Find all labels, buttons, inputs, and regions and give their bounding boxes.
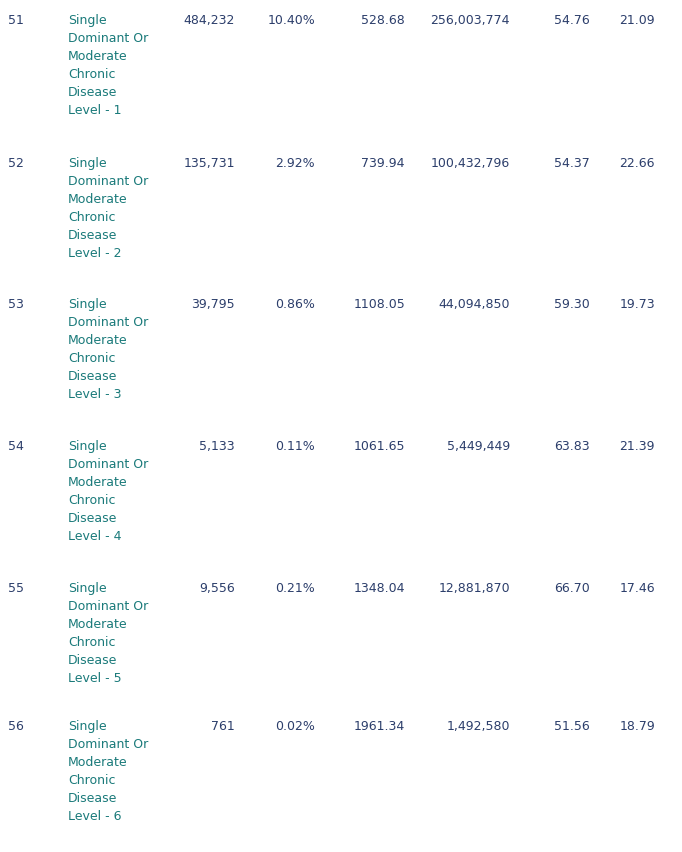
Text: 22.66: 22.66 xyxy=(619,157,655,170)
Text: Single
Dominant Or
Moderate
Chronic
Disease
Level - 3: Single Dominant Or Moderate Chronic Dise… xyxy=(68,298,148,401)
Text: 54.76: 54.76 xyxy=(554,14,590,27)
Text: 1108.05: 1108.05 xyxy=(353,298,405,311)
Text: 39,795: 39,795 xyxy=(192,298,235,311)
Text: 59.30: 59.30 xyxy=(554,298,590,311)
Text: 528.68: 528.68 xyxy=(361,14,405,27)
Text: 21.09: 21.09 xyxy=(619,14,655,27)
Text: 135,731: 135,731 xyxy=(183,157,235,170)
Text: 66.70: 66.70 xyxy=(554,582,590,595)
Text: 52: 52 xyxy=(8,157,24,170)
Text: Single
Dominant Or
Moderate
Chronic
Disease
Level - 2: Single Dominant Or Moderate Chronic Dise… xyxy=(68,157,148,260)
Text: 739.94: 739.94 xyxy=(361,157,405,170)
Text: Single
Dominant Or
Moderate
Chronic
Disease
Level - 1: Single Dominant Or Moderate Chronic Dise… xyxy=(68,14,148,117)
Text: 55: 55 xyxy=(8,582,24,595)
Text: 2.92%: 2.92% xyxy=(276,157,315,170)
Text: 0.02%: 0.02% xyxy=(275,720,315,733)
Text: 0.21%: 0.21% xyxy=(276,582,315,595)
Text: 12,881,870: 12,881,870 xyxy=(439,582,510,595)
Text: 1,492,580: 1,492,580 xyxy=(447,720,510,733)
Text: 10.40%: 10.40% xyxy=(267,14,315,27)
Text: 0.86%: 0.86% xyxy=(275,298,315,311)
Text: 18.79: 18.79 xyxy=(619,720,655,733)
Text: 484,232: 484,232 xyxy=(183,14,235,27)
Text: Single
Dominant Or
Moderate
Chronic
Disease
Level - 4: Single Dominant Or Moderate Chronic Dise… xyxy=(68,440,148,543)
Text: 5,449,449: 5,449,449 xyxy=(447,440,510,453)
Text: 1348.04: 1348.04 xyxy=(353,582,405,595)
Text: 17.46: 17.46 xyxy=(619,582,655,595)
Text: 51.56: 51.56 xyxy=(554,720,590,733)
Text: 63.83: 63.83 xyxy=(554,440,590,453)
Text: 1061.65: 1061.65 xyxy=(353,440,405,453)
Text: 53: 53 xyxy=(8,298,24,311)
Text: 56: 56 xyxy=(8,720,24,733)
Text: 54.37: 54.37 xyxy=(554,157,590,170)
Text: 54: 54 xyxy=(8,440,24,453)
Text: 1961.34: 1961.34 xyxy=(354,720,405,733)
Text: 51: 51 xyxy=(8,14,24,27)
Text: 761: 761 xyxy=(211,720,235,733)
Text: 0.11%: 0.11% xyxy=(276,440,315,453)
Text: Single
Dominant Or
Moderate
Chronic
Disease
Level - 5: Single Dominant Or Moderate Chronic Dise… xyxy=(68,582,148,685)
Text: 9,556: 9,556 xyxy=(199,582,235,595)
Text: 44,094,850: 44,094,850 xyxy=(439,298,510,311)
Text: 100,432,796: 100,432,796 xyxy=(431,157,510,170)
Text: 19.73: 19.73 xyxy=(619,298,655,311)
Text: Single
Dominant Or
Moderate
Chronic
Disease
Level - 6: Single Dominant Or Moderate Chronic Dise… xyxy=(68,720,148,823)
Text: 21.39: 21.39 xyxy=(619,440,655,453)
Text: 5,133: 5,133 xyxy=(199,440,235,453)
Text: 256,003,774: 256,003,774 xyxy=(430,14,510,27)
